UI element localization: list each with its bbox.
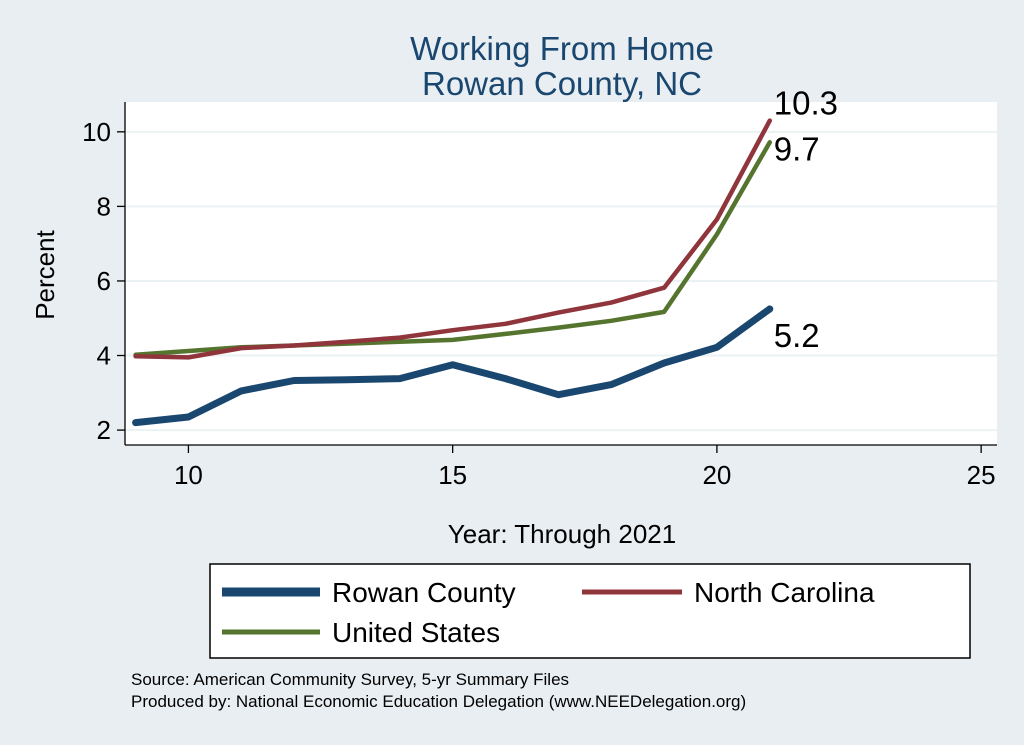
source-note: Source: American Community Survey, 5-yr … [131,670,570,689]
x-tick-label: 20 [702,460,731,490]
chart-subtitle: Rowan County, NC [422,65,702,102]
legend-label-north-carolina: North Carolina [694,577,875,608]
chart-title: Working From Home [410,30,714,67]
y-tick-label: 6 [97,266,111,296]
legend-box [209,563,971,659]
end-label-north-carolina: 10.3 [774,85,838,122]
legend: Rowan County North Carolina United State… [209,563,971,659]
x-axis-label: Year: Through 2021 [448,519,676,549]
x-tick-label: 10 [174,460,203,490]
y-tick-label: 2 [97,415,111,445]
y-axis-label: Percent [30,229,60,319]
x-tick-label: 15 [438,460,467,490]
y-tick-label: 4 [97,341,111,371]
producer-note: Produced by: National Economic Education… [131,692,747,711]
y-tick-label: 10 [82,117,111,147]
series-line-north-carolina [133,118,773,360]
end-label-united-states: 9.7 [774,130,820,167]
y-tick-label: 8 [97,191,111,221]
legend-label-united-states: United States [332,617,500,648]
end-label-rowan-county: 5.2 [774,317,820,354]
x-tick-label: 25 [967,460,996,490]
series-line-rowan-county [132,305,774,427]
legend-label-rowan-county: Rowan County [332,577,516,608]
